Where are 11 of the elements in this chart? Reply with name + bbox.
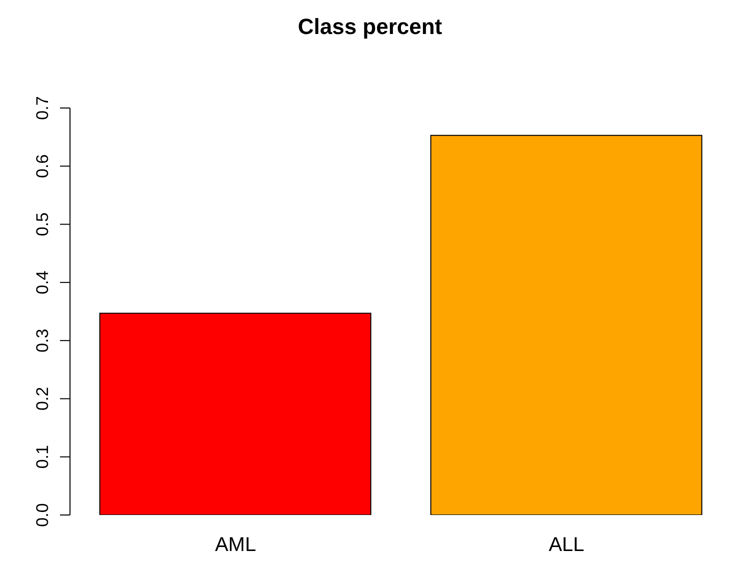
y-tick-label: 0.4 (33, 270, 52, 294)
y-tick-label: 0.3 (33, 328, 52, 352)
y-tick-label: 0.7 (33, 96, 52, 120)
y-tick-label: 0.5 (33, 212, 52, 236)
x-tick-label: AML (214, 534, 256, 556)
y-tick-label: 0.6 (33, 154, 52, 178)
x-tick-label: ALL (548, 534, 584, 556)
y-tick-label: 0.1 (33, 445, 52, 469)
chart-title: Class percent (296, 14, 444, 40)
y-tick-label: 0.2 (33, 386, 52, 411)
y-tick-label: 0.0 (33, 503, 52, 527)
